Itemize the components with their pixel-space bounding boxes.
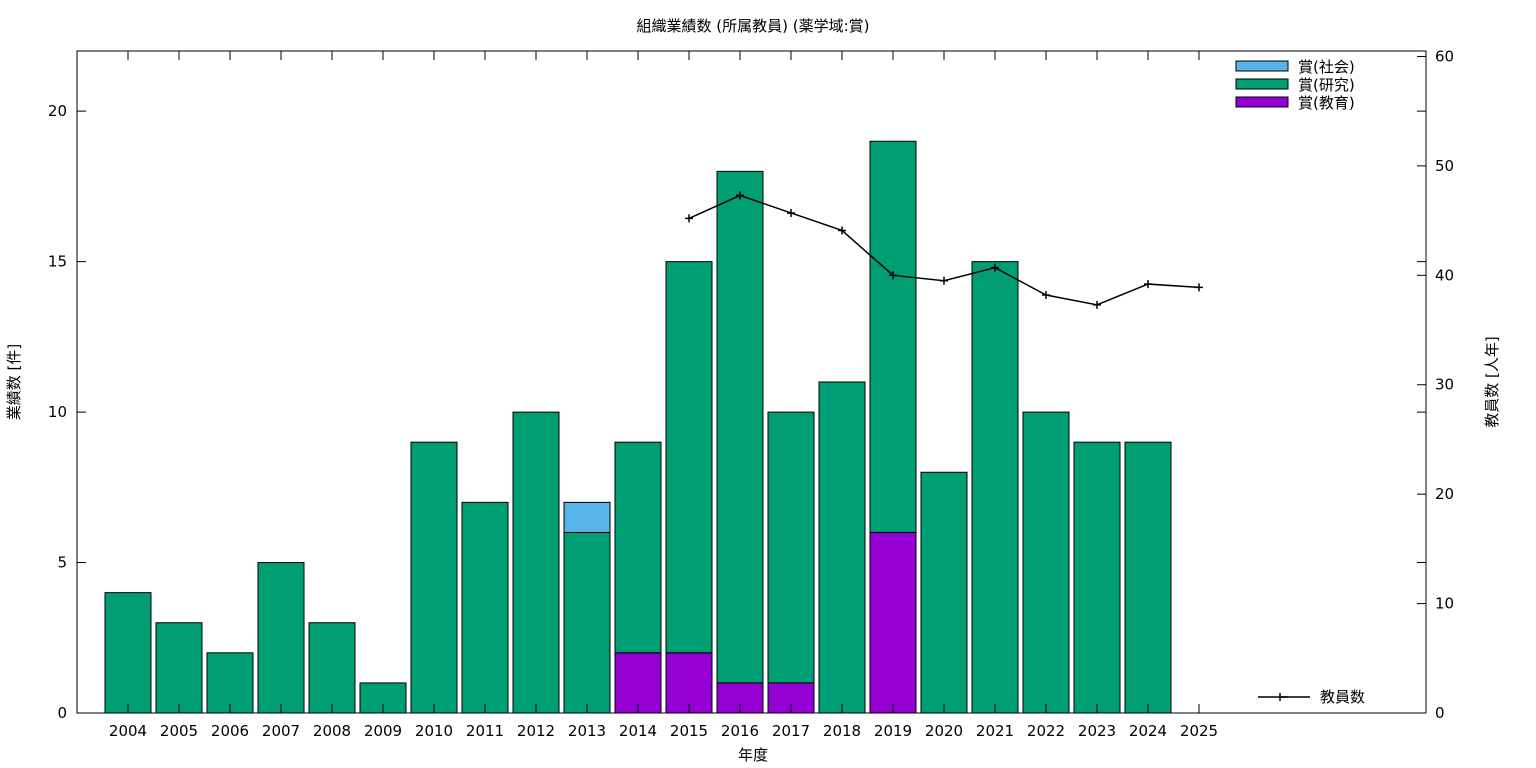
bar-2005-series-1 <box>155 622 203 714</box>
legend-swatch-0 <box>1235 96 1289 108</box>
bar-2022-series-1 <box>1022 411 1070 714</box>
x-tick-label: 2004 <box>109 722 147 740</box>
y-axis-title: 業績数 [件] <box>5 344 23 420</box>
y2-tick-label: 50 <box>1435 157 1454 175</box>
bar-2013-series-1 <box>563 531 611 714</box>
legend-label-0: 賞(教育) <box>1298 94 1355 112</box>
y2-axis-title: 教員数 [人年] <box>1483 336 1501 427</box>
bar-2015-series-0 <box>665 652 713 714</box>
bar-2016-series-1 <box>716 170 764 684</box>
axes-layer: 0 5 10 15 20 0 10 20 30 40 50 60 2004 2005 2006 2007 200… <box>48 47 1454 740</box>
y2-tick-label: 0 <box>1435 704 1445 722</box>
bar-2013-series-2 <box>563 501 611 533</box>
bar-2006-series-1 <box>206 652 254 714</box>
line-point-2022 <box>1042 291 1050 300</box>
x-tick-label: 2008 <box>313 722 351 740</box>
x-tick-label: 2023 <box>1078 722 1116 740</box>
line-point-2015 <box>685 214 693 223</box>
line-point-2025 <box>1195 283 1203 292</box>
y-tick-label: 10 <box>48 403 67 421</box>
legend-label-1: 賞(研究) <box>1298 76 1355 94</box>
x-tick-label: 2010 <box>415 722 453 740</box>
x-tick-label: 2025 <box>1180 722 1218 740</box>
x-tick-label: 2007 <box>262 722 300 740</box>
y-tick-label: 5 <box>57 554 67 572</box>
y-tick-label: 20 <box>48 102 67 120</box>
bar-2010-series-1 <box>410 441 458 714</box>
bar-2019-series-1 <box>869 140 917 533</box>
legend-line-marker <box>1279 693 1288 701</box>
legend: 賞(社会)賞(研究)賞(教育) 教員数 <box>1235 58 1365 706</box>
y-tick-label: 15 <box>48 253 67 271</box>
bar-2017-series-1 <box>767 411 815 684</box>
legend-swatch-1 <box>1235 78 1289 90</box>
x-tick-label: 2020 <box>925 722 963 740</box>
x-tick-label: 2013 <box>568 722 606 740</box>
bar-2012-series-1 <box>512 411 560 714</box>
x-tick-label: 2006 <box>211 722 249 740</box>
line-point-2017 <box>787 208 795 217</box>
x-axis-title: 年度 <box>738 746 768 764</box>
line-point-2023 <box>1093 300 1101 309</box>
x-tick-label: 2017 <box>772 722 810 740</box>
y2-tick-label: 30 <box>1435 376 1454 394</box>
y2-tick-label: 10 <box>1435 595 1454 613</box>
y2-tick-label: 20 <box>1435 485 1454 503</box>
x-tick-label: 2012 <box>517 722 555 740</box>
line-series-teachers <box>688 194 1200 306</box>
bar-2019-series-0 <box>869 531 917 714</box>
x-tick-label: 2016 <box>721 722 759 740</box>
y-tick-label: 0 <box>57 704 67 722</box>
legend-label-teachers: 教員数 <box>1320 688 1365 706</box>
chart-title: 組織業績数 (所属教員) (薬学域:賞) <box>637 17 870 35</box>
legend-label-2: 賞(社会) <box>1298 58 1355 76</box>
line-point-2018 <box>838 226 846 235</box>
bar-2018-series-1 <box>818 381 866 714</box>
x-tick-label: 2014 <box>619 722 657 740</box>
line-layer <box>685 191 1203 309</box>
line-point-2020 <box>940 276 948 285</box>
legend-swatch-2 <box>1235 60 1289 72</box>
bar-2021-series-1 <box>971 261 1019 714</box>
plot-frame <box>76 50 1427 714</box>
line-point-2021 <box>991 263 999 272</box>
x-tick-label: 2018 <box>823 722 861 740</box>
bars-layer <box>104 140 1172 714</box>
x-tick-label: 2021 <box>976 722 1014 740</box>
bar-2004-series-1 <box>104 592 152 714</box>
x-tick-label: 2015 <box>670 722 708 740</box>
bar-2015-series-1 <box>665 261 713 654</box>
x-tick-label: 2022 <box>1027 722 1065 740</box>
bar-2014-series-1 <box>614 441 662 654</box>
bar-2014-series-0 <box>614 652 662 714</box>
bar-2011-series-1 <box>461 501 509 714</box>
line-point-2016 <box>736 191 744 200</box>
x-tick-label: 2005 <box>160 722 198 740</box>
bar-2020-series-1 <box>920 471 968 714</box>
x-tick-label: 2009 <box>364 722 402 740</box>
x-tick-label: 2024 <box>1129 722 1167 740</box>
line-point-2019 <box>889 271 897 280</box>
x-tick-label: 2011 <box>466 722 504 740</box>
y2-tick-label: 60 <box>1435 47 1454 65</box>
y2-tick-label: 40 <box>1435 266 1454 284</box>
bar-2024-series-1 <box>1124 441 1172 714</box>
x-tick-label: 2019 <box>874 722 912 740</box>
bar-2007-series-1 <box>257 562 305 714</box>
bar-2008-series-1 <box>308 622 356 714</box>
bar-2023-series-1 <box>1073 441 1121 714</box>
line-point-2024 <box>1144 280 1152 289</box>
